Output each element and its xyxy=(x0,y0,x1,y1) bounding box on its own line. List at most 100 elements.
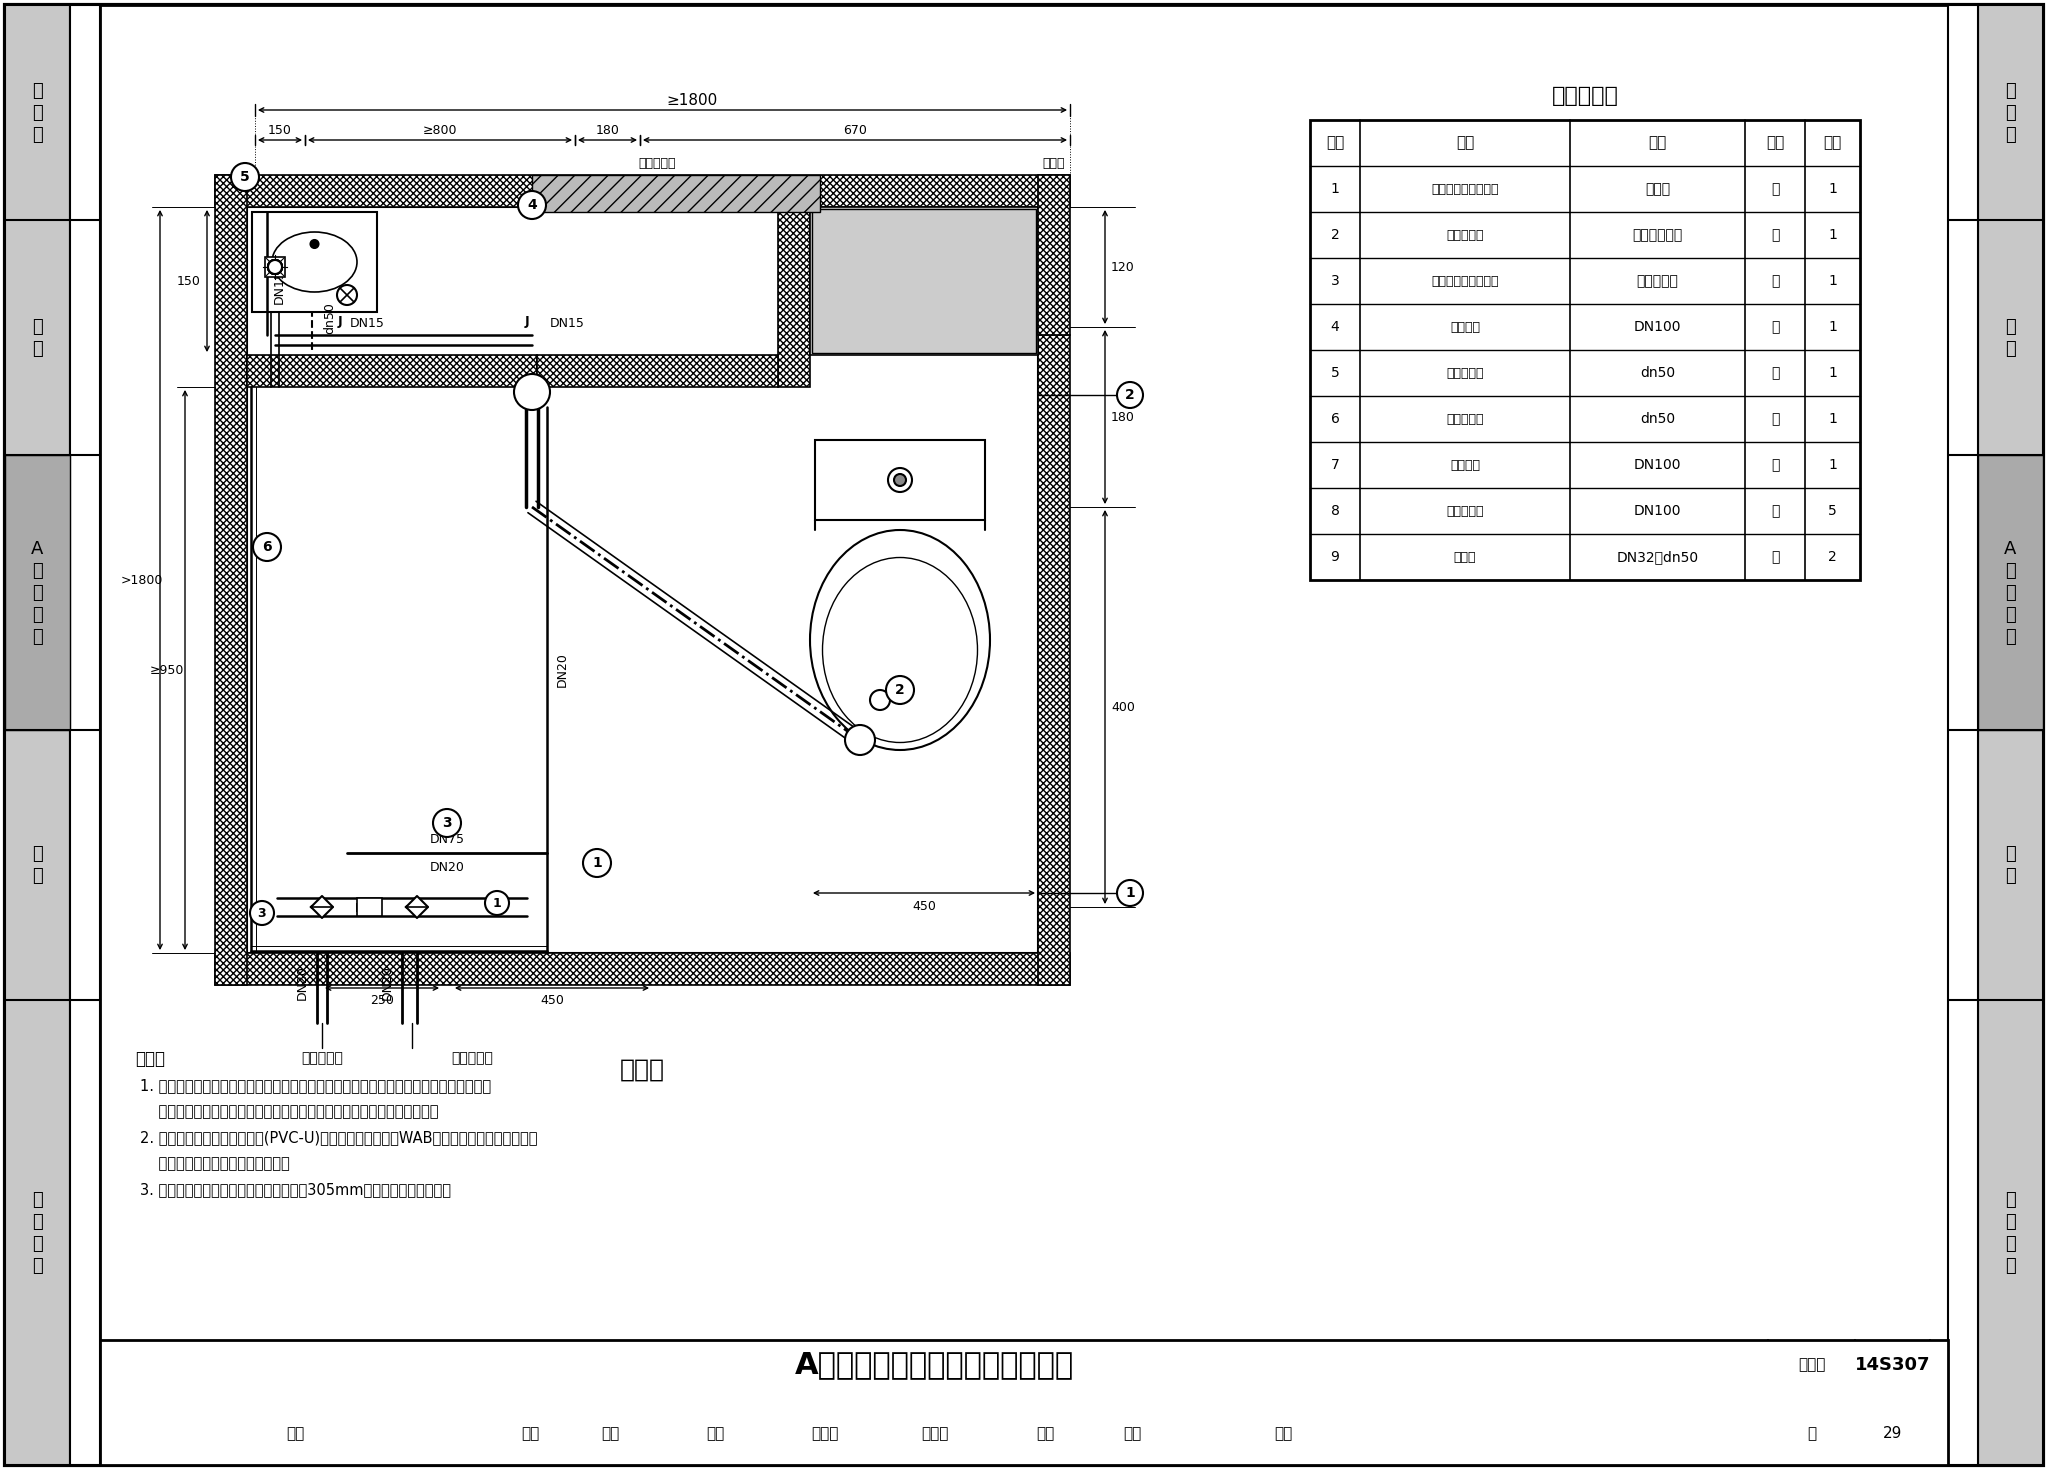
Ellipse shape xyxy=(272,232,356,293)
Text: 个: 个 xyxy=(1772,459,1780,472)
Circle shape xyxy=(268,260,283,273)
Text: 套: 套 xyxy=(1772,273,1780,288)
Circle shape xyxy=(1116,881,1143,906)
Bar xyxy=(815,440,985,520)
Text: 说: 说 xyxy=(33,103,43,122)
Text: 180: 180 xyxy=(1112,410,1135,423)
Text: 存水弯: 存水弯 xyxy=(1454,550,1477,563)
Text: DN20: DN20 xyxy=(295,966,309,1001)
Text: 分体式下排水: 分体式下排水 xyxy=(1632,228,1683,243)
Text: 总: 总 xyxy=(33,81,43,100)
Text: 说明：: 说明： xyxy=(135,1050,166,1069)
Text: A: A xyxy=(31,539,43,557)
Text: 2: 2 xyxy=(1829,550,1837,564)
Text: 审核: 审核 xyxy=(287,1426,303,1441)
Text: 点: 点 xyxy=(2005,1213,2015,1230)
Text: 点: 点 xyxy=(33,1213,43,1230)
Text: 1: 1 xyxy=(1124,886,1135,900)
Text: 450: 450 xyxy=(911,900,936,913)
Text: 卫: 卫 xyxy=(2005,584,2015,601)
Bar xyxy=(215,953,1069,985)
Text: 间: 间 xyxy=(33,628,43,645)
Text: 图集号: 图集号 xyxy=(1798,1357,1825,1373)
Text: 1: 1 xyxy=(1829,228,1837,243)
Text: 1: 1 xyxy=(494,897,502,910)
Text: 万水: 万水 xyxy=(1122,1426,1141,1441)
Circle shape xyxy=(514,373,551,410)
Text: 2: 2 xyxy=(1124,388,1135,401)
Bar xyxy=(70,4,100,1466)
Text: 套: 套 xyxy=(1772,504,1780,517)
Circle shape xyxy=(870,689,891,710)
Text: ≥950: ≥950 xyxy=(150,663,184,676)
Bar xyxy=(1978,4,2044,1466)
Text: 套: 套 xyxy=(1772,228,1780,243)
Text: 混凝土砌块: 混凝土砌块 xyxy=(639,156,676,169)
Text: 挂墙式: 挂墙式 xyxy=(1645,182,1669,196)
Text: 生: 生 xyxy=(2005,606,2015,623)
Text: 生: 生 xyxy=(33,606,43,623)
Text: 卫: 卫 xyxy=(33,584,43,601)
Text: 张文华: 张文华 xyxy=(811,1426,840,1441)
Circle shape xyxy=(268,260,283,273)
Text: 250: 250 xyxy=(371,994,393,1007)
Text: 1: 1 xyxy=(1331,182,1339,196)
Text: 直通式地漏: 直通式地漏 xyxy=(1446,366,1483,379)
Bar xyxy=(356,898,383,916)
Text: 120: 120 xyxy=(1112,260,1135,273)
Text: dn50: dn50 xyxy=(1640,412,1675,426)
Text: 全钢化玻璃: 全钢化玻璃 xyxy=(1636,273,1679,288)
Text: 7: 7 xyxy=(1331,459,1339,472)
Bar xyxy=(252,212,377,312)
Circle shape xyxy=(254,534,281,562)
Text: ≥800: ≥800 xyxy=(422,123,457,137)
Text: DN20: DN20 xyxy=(555,653,569,688)
Circle shape xyxy=(895,473,905,487)
Polygon shape xyxy=(311,897,334,917)
Text: 单柄淋浴水嘴淋浴房: 单柄淋浴水嘴淋浴房 xyxy=(1432,275,1499,288)
Bar xyxy=(811,209,1036,353)
Text: 岑义华: 岑义华 xyxy=(922,1426,948,1441)
Circle shape xyxy=(889,467,911,492)
Circle shape xyxy=(432,809,461,836)
Text: 2: 2 xyxy=(895,684,905,697)
Circle shape xyxy=(268,260,283,273)
Text: 多通道地漏: 多通道地漏 xyxy=(1446,413,1483,425)
Circle shape xyxy=(338,285,356,304)
Text: 厨: 厨 xyxy=(33,318,43,335)
Text: 1: 1 xyxy=(1829,182,1837,196)
Text: 数量: 数量 xyxy=(1823,135,1841,150)
Text: 2. 本图排水支管按硬聚氯乙烯(PVC-U)排水管，排水立管按WAB特殊单立管柔性接口机制铸: 2. 本图排水支管按硬聚氯乙烯(PVC-U)排水管，排水立管按WAB特殊单立管柔… xyxy=(139,1130,537,1145)
Text: 14S307: 14S307 xyxy=(1855,1355,1931,1374)
Text: 间: 间 xyxy=(2005,628,2015,645)
Circle shape xyxy=(311,240,319,248)
Text: 排风道: 排风道 xyxy=(1042,156,1065,169)
Text: 670: 670 xyxy=(844,123,866,137)
Text: 接自热水表: 接自热水表 xyxy=(301,1051,342,1064)
Text: 阳: 阳 xyxy=(33,845,43,863)
Bar xyxy=(1038,175,1069,335)
Bar xyxy=(100,1341,1948,1466)
Text: 个: 个 xyxy=(1772,550,1780,564)
Text: 接自冷水表: 接自冷水表 xyxy=(451,1051,494,1064)
Text: DN15: DN15 xyxy=(350,316,385,329)
Bar xyxy=(1038,335,1069,985)
Text: 设计: 设计 xyxy=(1036,1426,1055,1441)
Text: 6: 6 xyxy=(262,539,272,554)
Text: DN75: DN75 xyxy=(430,832,465,845)
Text: 单位: 单位 xyxy=(1765,135,1784,150)
Text: 节: 节 xyxy=(2005,1191,2015,1208)
Text: 详: 详 xyxy=(33,1235,43,1252)
Text: 4: 4 xyxy=(526,198,537,212)
Bar xyxy=(1948,4,1978,1466)
Text: DN20: DN20 xyxy=(430,860,465,873)
Text: 150: 150 xyxy=(176,275,201,288)
Text: 阳: 阳 xyxy=(2005,845,2015,863)
Text: 明: 明 xyxy=(33,125,43,144)
Text: 1. 本图为有集中热水供应的卫生间设计，给水管采用枝状供水，敷设在吊顶内时，用实线: 1. 本图为有集中热水供应的卫生间设计，给水管采用枝状供水，敷设在吊顶内时，用实… xyxy=(139,1078,492,1094)
Bar xyxy=(215,175,248,985)
Text: 1: 1 xyxy=(1829,273,1837,288)
Ellipse shape xyxy=(823,557,977,742)
Text: 4: 4 xyxy=(1331,320,1339,334)
Circle shape xyxy=(1116,382,1143,409)
